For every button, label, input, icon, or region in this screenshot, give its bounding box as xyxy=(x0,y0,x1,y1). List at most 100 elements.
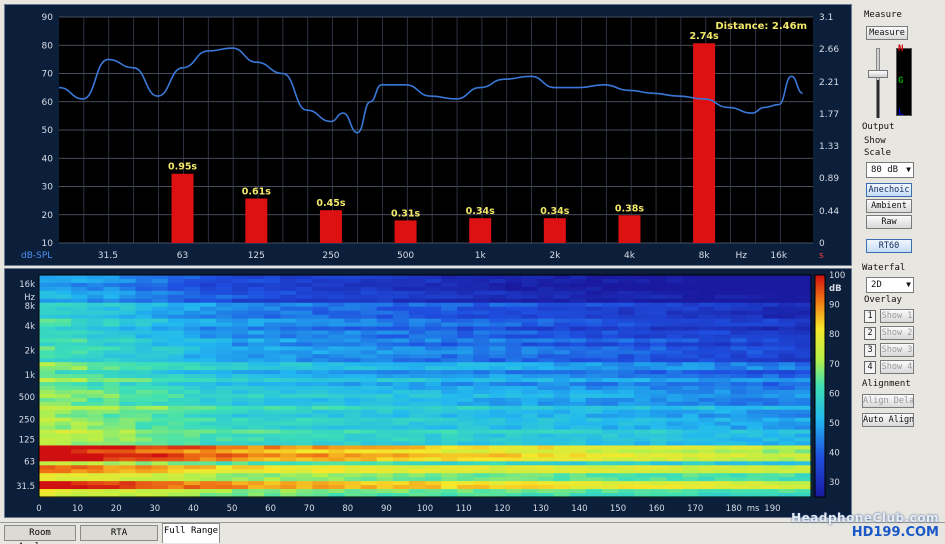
spectrogram-cell xyxy=(408,318,426,324)
spectrogram-cell xyxy=(618,421,635,427)
spectrogram-cell xyxy=(135,437,153,443)
align-delay-button[interactable]: Align Delay xyxy=(862,394,914,408)
spectrogram-cell xyxy=(553,346,571,351)
tab-rta[interactable]: RTA xyxy=(80,525,158,541)
spectrogram-cell xyxy=(280,310,297,316)
spectrogram-cell xyxy=(135,389,153,395)
spectrogram-cell xyxy=(151,350,169,355)
spectrogram-cell xyxy=(473,453,490,458)
spectrogram-cell xyxy=(55,421,72,427)
spectrogram-cell xyxy=(376,449,394,454)
spectrogram-cell xyxy=(569,441,587,447)
spectrogram-cell xyxy=(585,290,603,296)
spectrogram-cell xyxy=(441,469,458,474)
spectrogram-cell xyxy=(392,465,410,470)
spectrogram-cell xyxy=(762,465,780,470)
left-tick-label: 40 xyxy=(42,154,54,164)
spectrogram-cell xyxy=(601,275,619,280)
spectrogram-cell xyxy=(312,421,330,427)
spectrogram-cell xyxy=(618,282,635,288)
overlay-2-number[interactable]: 2 xyxy=(864,327,876,340)
spectrogram-cell xyxy=(666,370,683,375)
spectrogram-cell xyxy=(537,278,555,284)
spectrogram-cell xyxy=(312,425,330,431)
spectrogram-cell xyxy=(183,298,201,304)
spectrogram-cell xyxy=(328,461,346,466)
output-slider-thumb[interactable] xyxy=(868,70,888,78)
spectrogram-cell xyxy=(280,465,297,470)
spectrogram-cell xyxy=(248,485,265,490)
spectrogram-cell xyxy=(634,465,651,470)
spectrogram-cell xyxy=(521,294,539,300)
spectrogram-cell xyxy=(794,409,812,415)
spectrogram-cell xyxy=(151,469,169,474)
spectrogram-cell xyxy=(682,362,700,367)
spectrogram-cell xyxy=(762,275,780,280)
spectrogram-cell xyxy=(199,298,217,304)
spectrogram-cell xyxy=(183,382,201,387)
tab-room-analyzer[interactable]: Room Analyzer xyxy=(4,525,76,544)
scale-unit-label: dB xyxy=(829,284,842,294)
spectrogram-cell xyxy=(698,358,716,363)
spectrogram-cell xyxy=(248,346,265,351)
spectrogram-cell xyxy=(392,433,410,439)
spectrogram-cell xyxy=(521,322,539,328)
spectrogram-cell xyxy=(280,445,297,451)
spectrogram-cell xyxy=(489,389,507,395)
show-4-button[interactable]: Show 4 xyxy=(880,360,914,374)
spectrogram-cell xyxy=(762,417,780,423)
spectrogram-cell xyxy=(682,397,700,403)
overlay-4-number[interactable]: 4 xyxy=(864,361,876,374)
spectrogram-cell xyxy=(537,401,555,407)
spectrogram-cell xyxy=(425,413,442,419)
show-1-button[interactable]: Show 1 xyxy=(880,309,914,323)
spectrogram-cell xyxy=(167,318,185,324)
spectrogram-cell xyxy=(248,334,265,340)
ambient-button[interactable]: Ambient xyxy=(866,199,912,213)
waterfall-select[interactable]: 2D ▼ xyxy=(866,277,914,293)
spectrogram-cell xyxy=(167,453,185,458)
spectrogram-cell xyxy=(794,326,812,332)
spectrogram-cell xyxy=(408,393,426,399)
scale-select[interactable]: 80 dB ▼ xyxy=(866,162,914,178)
spectrogram-cell xyxy=(183,461,201,466)
spectrogram-cell xyxy=(167,358,185,363)
tab-full-range[interactable]: Full Range xyxy=(162,523,220,543)
show-3-button[interactable]: Show 3 xyxy=(880,343,914,357)
show-label: Show xyxy=(864,136,886,146)
spectrogram-cell xyxy=(103,362,121,367)
spectrogram-cell xyxy=(537,393,555,399)
spectrogram-cell xyxy=(537,326,555,332)
spectrogram-cell xyxy=(71,445,88,451)
spectrogram-cell xyxy=(199,421,217,427)
chevron-down-icon: ▼ xyxy=(906,280,911,289)
spectrogram-cell xyxy=(328,465,346,470)
spectrogram-cell xyxy=(682,409,700,415)
spectrogram-cell xyxy=(505,322,523,328)
spectrogram-cell xyxy=(634,469,651,474)
spectrogram-cell xyxy=(119,461,137,466)
spectrogram-cell xyxy=(264,441,281,447)
raw-button[interactable]: Raw xyxy=(866,215,912,229)
anechoic-button[interactable]: Anechoic xyxy=(866,183,912,197)
overlay-1-number[interactable]: 1 xyxy=(864,310,876,323)
spectrogram-cell xyxy=(682,286,700,292)
spectrogram-cell xyxy=(296,485,314,490)
spectrogram-cell xyxy=(537,473,555,478)
spectrogram-cell xyxy=(71,433,88,439)
spectrogram-cell xyxy=(71,275,88,280)
spectrogram-cell xyxy=(360,290,378,296)
rt60-button[interactable]: RT60 xyxy=(866,239,912,253)
spectrogram-cell xyxy=(135,445,153,451)
overlay-3-number[interactable]: 3 xyxy=(864,344,876,357)
measure-button[interactable]: Measure xyxy=(866,26,908,40)
show-2-button[interactable]: Show 2 xyxy=(880,326,914,340)
spectrogram-cell xyxy=(344,401,362,407)
spectrogram-cell xyxy=(794,334,812,340)
spectrogram-cell xyxy=(167,374,185,379)
auto-align-button[interactable]: Auto Align xyxy=(862,413,914,427)
spectrogram-cell xyxy=(698,441,716,447)
spectrogram-cell xyxy=(87,378,104,383)
spectrogram-cell xyxy=(103,461,121,466)
spectrogram-cell xyxy=(55,481,72,486)
